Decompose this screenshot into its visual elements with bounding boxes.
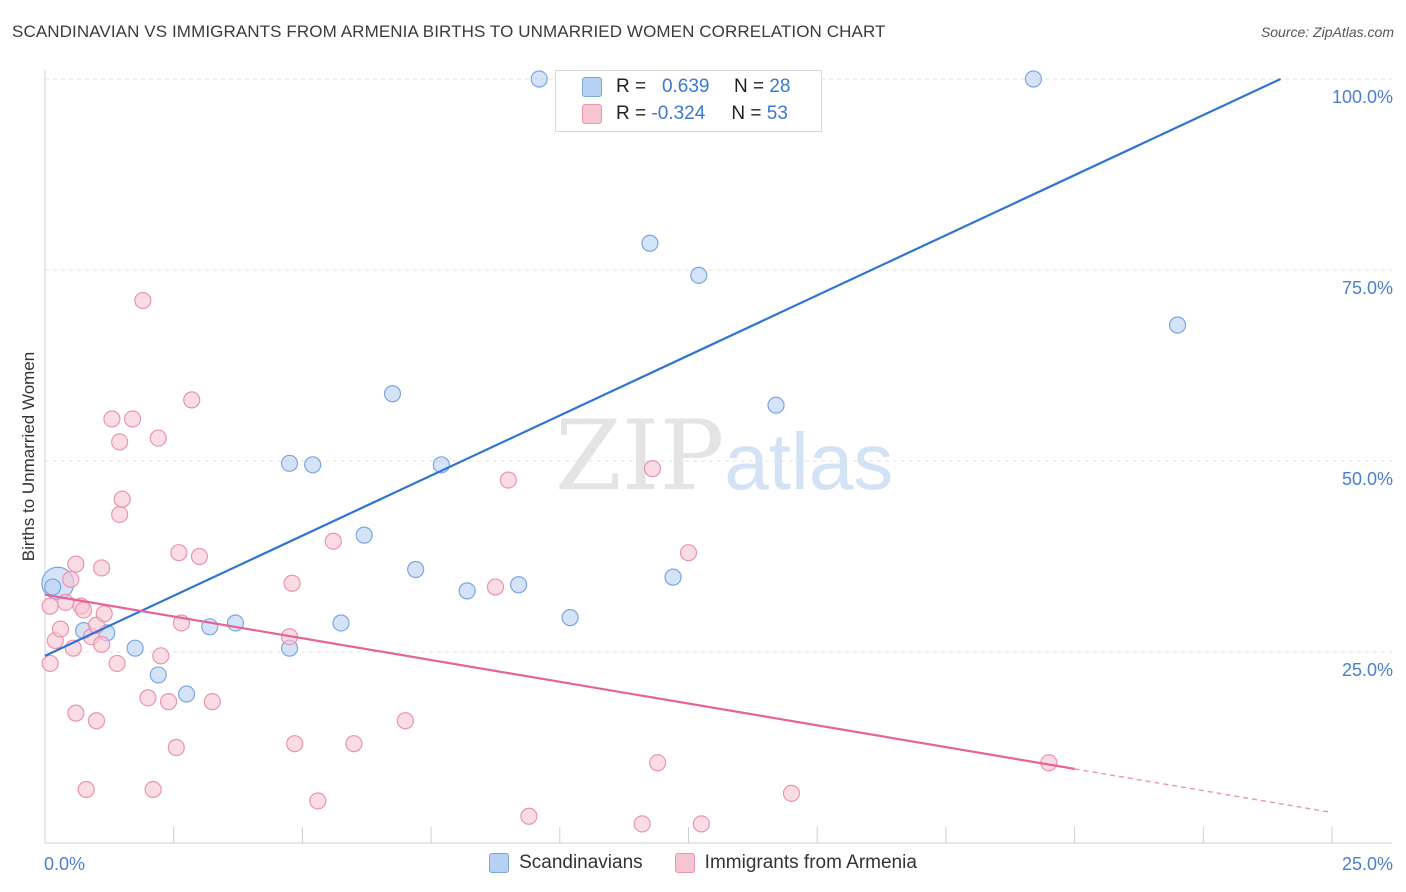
scandinavian-point — [383, 385, 402, 403]
armenia-point — [396, 712, 414, 730]
blue-swatch-icon — [582, 77, 602, 97]
scandinavian-point — [458, 582, 476, 600]
blue-swatch-icon — [489, 853, 510, 873]
legend-label-armenia: Immigrants from Armenia — [704, 852, 917, 873]
armenia-point — [643, 460, 662, 478]
armenia-point — [41, 597, 59, 615]
armenia-point — [170, 544, 188, 562]
armenia-point — [144, 780, 162, 799]
armenia-point — [93, 635, 111, 653]
scandinavian-point — [355, 526, 373, 544]
armenia-trend-line — [44, 593, 1075, 770]
armenia-point — [149, 429, 167, 447]
legend-item-armenia: Immigrants from Armenia — [674, 852, 917, 874]
armenia-point — [139, 689, 157, 707]
scandinavian-point — [126, 639, 144, 657]
scandinavian-point — [767, 396, 785, 414]
x-tick-label: 0.0% — [44, 854, 85, 874]
armenia-point — [499, 471, 517, 489]
x-tick-label: 25.0% — [1342, 854, 1393, 874]
watermark: ZIPatlas — [555, 400, 893, 512]
scandinavian-point — [664, 568, 682, 586]
y-tick-label: 50.0% — [1342, 469, 1393, 489]
y-tick-label: 75.0% — [1342, 278, 1393, 298]
legend-r-value: 0.639 — [661, 76, 710, 97]
legend-r-label: R = — [616, 76, 647, 97]
armenia-point — [87, 712, 106, 730]
chart-source: Source: ZipAtlas.com — [1260, 24, 1394, 40]
armenia-point — [134, 291, 152, 310]
scandinavian-trend-line — [44, 78, 1281, 657]
scandinavian-point — [1024, 70, 1043, 88]
scandinavian-point — [280, 454, 299, 472]
armenia-point — [167, 738, 185, 757]
armenia-point — [486, 578, 505, 596]
armenia-point — [62, 570, 80, 589]
armenia-point — [692, 815, 710, 833]
series-legend: Scandinavians Immigrants from Armenia — [0, 852, 1406, 874]
armenia-point — [152, 647, 170, 665]
legend-item-scandinavians: Scandinavians — [489, 852, 643, 874]
armenia-point — [67, 555, 85, 573]
armenia-trend-extension — [1074, 768, 1333, 814]
armenia-point — [108, 654, 126, 673]
armenia-point — [77, 780, 95, 799]
legend-row-armenia: R = -0.324 N = 53 — [582, 101, 788, 127]
pink-swatch-icon — [582, 104, 602, 124]
armenia-point — [123, 410, 142, 428]
armenia-point — [286, 735, 304, 753]
legend-n-value: 28 — [769, 76, 791, 97]
scandinavian-point — [332, 614, 350, 632]
pink-swatch-icon — [674, 853, 695, 873]
legend-r-label: R = — [616, 103, 647, 124]
armenia-point — [309, 792, 327, 810]
legend-label-scandinavians: Scandinavians — [519, 852, 643, 873]
scandinavian-point — [304, 456, 322, 474]
armenia-point — [649, 754, 667, 772]
armenia-point — [782, 784, 801, 802]
y-tick-label: 100.0% — [1332, 87, 1393, 107]
armenia-point — [51, 620, 70, 638]
armenia-point — [159, 693, 178, 711]
armenia-point — [111, 433, 129, 451]
armenia-point — [633, 815, 651, 833]
armenia-point — [190, 547, 209, 566]
armenia-point — [324, 532, 342, 550]
scandinavian-point — [407, 560, 425, 579]
scandinavian-point — [510, 576, 528, 594]
legend-r-value: -0.324 — [651, 103, 706, 124]
scandinavian-point — [177, 685, 196, 703]
legend-row-scandinavians: R = 0.639 N = 28 — [582, 74, 790, 100]
armenia-point — [103, 410, 121, 428]
armenia-point — [520, 807, 538, 825]
scandinavian-point — [530, 70, 548, 88]
scandinavian-point — [641, 234, 659, 252]
armenia-point — [283, 574, 301, 592]
armenia-point — [113, 490, 131, 508]
armenia-point — [203, 693, 221, 711]
watermark-zip: ZIP — [555, 400, 725, 512]
armenia-point — [75, 601, 93, 619]
scandinavian-point — [149, 666, 167, 684]
correlation-legend: R = 0.639 N = 28 R = -0.324 N = 53 — [555, 70, 822, 132]
armenia-point — [111, 505, 129, 524]
armenia-point — [679, 544, 698, 562]
scandinavian-point — [1168, 316, 1187, 334]
armenia-point — [93, 559, 111, 577]
scandinavian-point — [561, 609, 579, 627]
legend-n-value: 53 — [766, 103, 788, 124]
armenia-point — [95, 605, 113, 623]
armenia-point — [41, 654, 59, 673]
y-tick-label: 25.0% — [1342, 660, 1393, 680]
armenia-point — [67, 704, 85, 722]
legend-n-label: N = — [733, 76, 765, 97]
scandinavian-point — [690, 266, 708, 284]
scandinavian-point — [44, 578, 62, 596]
y-axis-label: Births to Unmarried Women — [19, 352, 38, 561]
armenia-point — [183, 391, 201, 409]
legend-n-label: N = — [731, 103, 762, 124]
armenia-point — [345, 735, 363, 753]
chart-title: SCANDINAVIAN VS IMMIGRANTS FROM ARMENIA … — [12, 22, 886, 41]
